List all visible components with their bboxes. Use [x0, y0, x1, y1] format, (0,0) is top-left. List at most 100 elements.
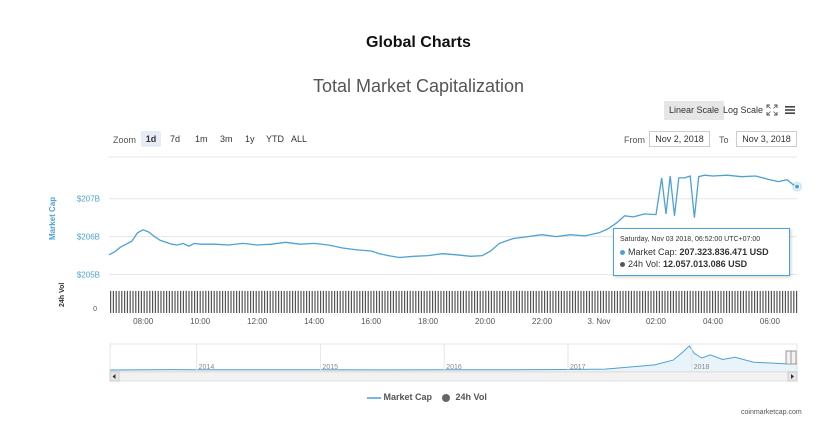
volume-bar — [485, 290, 487, 313]
navigator-line — [109, 345, 798, 371]
volume-bar — [765, 290, 767, 313]
zoom-button-all[interactable]: ALL — [291, 134, 308, 144]
volume-bar — [499, 290, 501, 313]
volume-bar — [518, 290, 520, 313]
market-cap-dot-icon — [620, 250, 625, 256]
volume-bar — [558, 290, 560, 313]
zoom-button-ytd[interactable]: YTD — [266, 134, 284, 144]
volume-bar — [784, 290, 786, 313]
volume-bar — [110, 290, 112, 313]
volume-bar — [283, 290, 285, 313]
volume-bar — [412, 290, 414, 313]
expand-icon[interactable] — [766, 104, 778, 116]
legend-market-cap[interactable]: Market Cap — [367, 392, 432, 402]
to-date-input[interactable] — [736, 131, 797, 147]
volume-bar — [306, 290, 308, 313]
volume-bar — [790, 290, 792, 313]
scrollbar-track[interactable] — [109, 371, 798, 382]
volume-bar — [398, 290, 400, 313]
volume-bar — [653, 290, 655, 313]
volume-bar — [574, 290, 576, 313]
volume-bar — [426, 290, 428, 313]
volume-bar — [348, 290, 350, 313]
x-tick-label: 22:00 — [532, 317, 553, 326]
volume-bar — [614, 290, 616, 313]
volume-y-tick-label: 0 — [93, 306, 97, 313]
x-tick-label: 16:00 — [361, 317, 382, 326]
volume-bar — [664, 290, 666, 313]
volume-bar — [762, 290, 764, 313]
log-scale-button[interactable]: Log Scale — [723, 105, 764, 115]
volume-bar — [462, 290, 464, 313]
volume-bar — [345, 290, 347, 313]
tooltip-market-cap-label: Market Cap: — [628, 247, 678, 257]
volume-bar — [160, 290, 162, 313]
hover-point[interactable] — [794, 183, 800, 190]
volume-bar — [219, 290, 221, 313]
volume-dot-icon — [620, 262, 625, 268]
volume-bar — [457, 290, 459, 313]
zoom-button-1y[interactable]: 1y — [245, 134, 255, 144]
volume-bar — [171, 290, 173, 313]
volume-bar — [275, 290, 277, 313]
volume-bar — [401, 290, 403, 313]
volume-bar — [272, 290, 274, 313]
to-label: To — [719, 135, 729, 145]
volume-bar — [714, 290, 716, 313]
volume-bar — [600, 290, 602, 313]
x-tick-label: 18:00 — [418, 317, 439, 326]
volume-bar — [530, 290, 532, 313]
volume-bar — [434, 290, 436, 313]
volume-bar — [692, 290, 694, 313]
volume-bar — [633, 290, 635, 313]
volume-bar — [236, 290, 238, 313]
volume-bar — [194, 290, 196, 313]
volume-bar — [490, 290, 492, 313]
volume-bar — [415, 290, 417, 313]
volume-bar — [728, 290, 730, 313]
volume-bar — [392, 290, 394, 313]
volume-bar — [322, 290, 324, 313]
volume-bar — [126, 290, 128, 313]
zoom-button-1m[interactable]: 1m — [195, 134, 208, 144]
volume-bar — [616, 290, 618, 313]
volume-bar — [541, 290, 543, 313]
navigator-handle-right[interactable] — [790, 350, 797, 365]
x-tick-label: 02:00 — [646, 317, 667, 326]
from-label: From — [624, 135, 645, 145]
volume-bar — [594, 290, 596, 313]
zoom-button-3m[interactable]: 3m — [220, 134, 233, 144]
volume-bar — [591, 290, 593, 313]
volume-bar — [703, 290, 705, 313]
volume-bar — [723, 290, 725, 313]
volume-bar — [675, 290, 677, 313]
volume-bar — [555, 290, 557, 313]
volume-bar — [622, 290, 624, 313]
zoom-button-1d[interactable]: 1d — [141, 131, 161, 147]
volume-bar — [546, 290, 548, 313]
hamburger-menu-icon[interactable] — [784, 104, 796, 116]
volume-bar — [502, 290, 504, 313]
volume-bar — [639, 290, 641, 313]
volume-bar — [395, 290, 397, 313]
x-tick-label: 3. Nov — [587, 317, 610, 326]
volume-bar — [611, 290, 613, 313]
market-cap-line[interactable] — [108, 174, 798, 259]
navigator-handle-left[interactable] — [785, 350, 792, 365]
volume-bar — [684, 290, 686, 313]
x-tick-label: 04:00 — [703, 317, 724, 326]
volume-bar — [177, 290, 179, 313]
volume-bar — [364, 290, 366, 313]
legend-volume[interactable]: 24h Vol — [442, 392, 487, 402]
volume-bar — [311, 290, 313, 313]
volume-bar — [409, 290, 411, 313]
from-date-input[interactable] — [649, 131, 710, 147]
volume-bar — [168, 290, 170, 313]
zoom-button-7d[interactable]: 7d — [170, 134, 181, 144]
volume-bar — [250, 290, 252, 313]
linear-scale-button[interactable]: Linear Scale — [664, 101, 725, 120]
volume-bar — [149, 290, 151, 313]
volume-bar — [510, 290, 512, 313]
volume-bar — [521, 290, 523, 313]
